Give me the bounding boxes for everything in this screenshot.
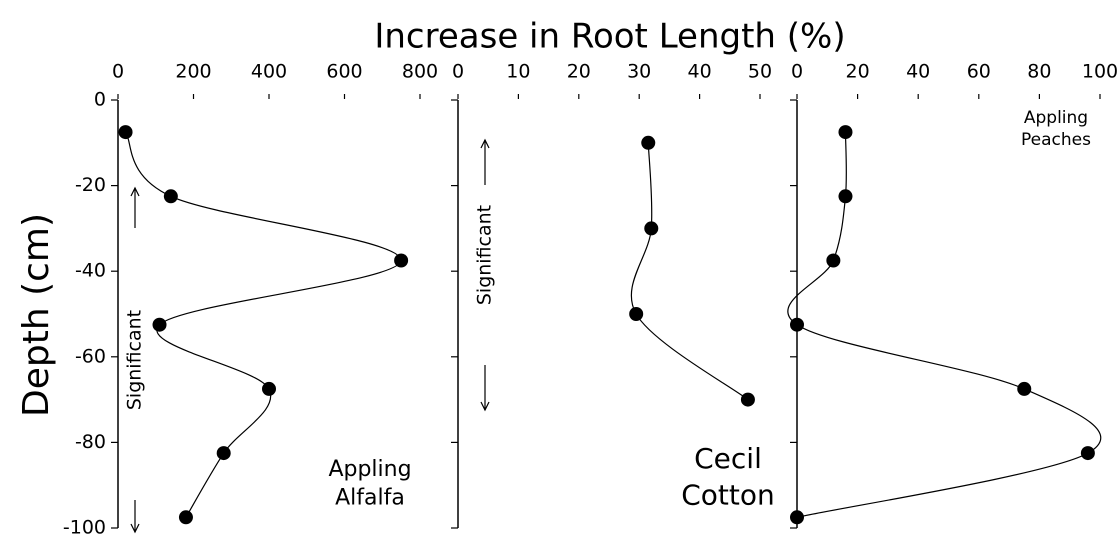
data-point bbox=[790, 510, 804, 525]
x-tick-label: 30 bbox=[627, 61, 651, 83]
x-tick-label: 400 bbox=[251, 61, 287, 83]
y-tick-label: -80 bbox=[75, 431, 106, 453]
data-point bbox=[152, 317, 167, 332]
data-point bbox=[262, 381, 276, 396]
panel-label-line: Alfalfa bbox=[335, 486, 405, 511]
data-point bbox=[178, 510, 193, 525]
x-tick-label: 10 bbox=[506, 61, 530, 83]
x-tick-label: 0 bbox=[791, 61, 803, 83]
panel-label-line: Cecil bbox=[694, 442, 762, 475]
chart-title: Increase in Root Length (%) bbox=[374, 17, 845, 57]
curve bbox=[630, 142, 749, 401]
data-point bbox=[838, 125, 853, 140]
x-tick-label: 800 bbox=[402, 61, 438, 83]
y-tick-label: -20 bbox=[75, 174, 106, 196]
arrow-head bbox=[130, 186, 140, 197]
data-point bbox=[394, 253, 409, 268]
panel-label-line: Appling bbox=[328, 457, 411, 482]
arrow-head bbox=[480, 401, 490, 412]
x-tick-label: 20 bbox=[846, 61, 870, 83]
panel-label-line: Cotton bbox=[681, 478, 775, 511]
panel-label-line: Appling bbox=[1024, 108, 1088, 128]
y-axis-label: Depth (cm) bbox=[16, 213, 57, 417]
arrow-head bbox=[130, 523, 140, 534]
x-tick-label: 600 bbox=[326, 61, 362, 83]
x-tick-label: 50 bbox=[748, 61, 772, 83]
x-tick-label: 40 bbox=[688, 61, 712, 83]
x-tick-label: 200 bbox=[175, 61, 211, 83]
x-tick-label: 100 bbox=[1082, 61, 1117, 83]
x-tick-label: 40 bbox=[906, 61, 930, 83]
data-point bbox=[641, 135, 656, 150]
x-tick-label: 0 bbox=[452, 61, 464, 83]
x-tick-label: 80 bbox=[1027, 61, 1051, 83]
data-point bbox=[1017, 381, 1032, 396]
arrow-head bbox=[480, 138, 490, 149]
data-point bbox=[838, 189, 853, 204]
panel-label-line: Peaches bbox=[1021, 130, 1091, 150]
panel-label: Cecil Cotton bbox=[681, 442, 775, 511]
data-point bbox=[790, 317, 804, 332]
data-point bbox=[740, 392, 755, 407]
y-tick-label: -60 bbox=[75, 345, 106, 367]
data-point bbox=[1080, 446, 1095, 461]
curve bbox=[125, 131, 402, 518]
data-point bbox=[216, 446, 231, 461]
data-point bbox=[644, 221, 659, 236]
x-tick-label: 60 bbox=[967, 61, 991, 83]
annotation: Significant bbox=[124, 310, 146, 410]
curve bbox=[787, 132, 1102, 518]
y-tick-label: -40 bbox=[75, 260, 106, 282]
panel-label: Appling Alfalfa bbox=[328, 457, 411, 511]
x-tick-label: 0 bbox=[112, 61, 124, 83]
y-tick-label: -100 bbox=[63, 517, 106, 539]
panel-label: Appling Peaches bbox=[1021, 108, 1091, 150]
y-tick-label: 0 bbox=[94, 89, 106, 111]
data-point bbox=[826, 253, 841, 268]
annotation: Significant bbox=[474, 205, 496, 305]
data-point bbox=[629, 307, 644, 321]
data-point bbox=[118, 125, 133, 140]
x-tick-label: 20 bbox=[567, 61, 591, 83]
data-point bbox=[163, 189, 178, 204]
